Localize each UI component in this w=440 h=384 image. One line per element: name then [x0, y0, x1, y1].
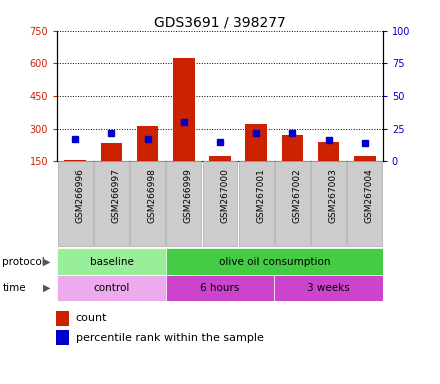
Bar: [56, 311, 69, 326]
Text: GSM266996: GSM266996: [75, 168, 84, 223]
Bar: [274, 275, 383, 301]
Bar: [166, 275, 274, 301]
Text: 6 hours: 6 hours: [200, 283, 240, 293]
FancyBboxPatch shape: [58, 161, 93, 246]
Title: GDS3691 / 398277: GDS3691 / 398277: [154, 16, 286, 30]
Text: GSM266999: GSM266999: [184, 168, 193, 223]
Text: GSM266997: GSM266997: [111, 168, 121, 223]
Bar: [57, 275, 166, 301]
Text: ▶: ▶: [43, 257, 51, 266]
FancyBboxPatch shape: [275, 161, 310, 246]
FancyBboxPatch shape: [203, 161, 237, 246]
Text: 3 weeks: 3 weeks: [307, 283, 350, 293]
Text: GSM267003: GSM267003: [329, 168, 337, 223]
Text: time: time: [2, 283, 26, 293]
FancyBboxPatch shape: [239, 161, 274, 246]
Bar: [56, 330, 69, 345]
Bar: [246, 124, 267, 161]
Text: protocol: protocol: [2, 257, 45, 266]
FancyBboxPatch shape: [311, 161, 346, 246]
Bar: [173, 58, 194, 161]
Bar: [166, 248, 383, 275]
Text: GSM267002: GSM267002: [292, 168, 301, 223]
Text: GSM267004: GSM267004: [365, 168, 374, 223]
Text: control: control: [93, 283, 130, 293]
Bar: [64, 159, 86, 161]
FancyBboxPatch shape: [94, 161, 129, 246]
Text: count: count: [76, 313, 107, 323]
Text: GSM267000: GSM267000: [220, 168, 229, 223]
Text: baseline: baseline: [89, 257, 133, 266]
Text: olive oil consumption: olive oil consumption: [219, 257, 330, 266]
Bar: [101, 144, 122, 161]
FancyBboxPatch shape: [347, 161, 382, 246]
Bar: [354, 157, 376, 161]
Bar: [137, 126, 158, 161]
Text: GSM267001: GSM267001: [256, 168, 265, 223]
Bar: [282, 135, 303, 161]
Bar: [318, 142, 339, 161]
Text: GSM266998: GSM266998: [148, 168, 157, 223]
FancyBboxPatch shape: [166, 161, 201, 246]
Bar: [57, 248, 166, 275]
Bar: [209, 157, 231, 161]
Text: ▶: ▶: [43, 283, 51, 293]
Text: percentile rank within the sample: percentile rank within the sample: [76, 333, 264, 343]
FancyBboxPatch shape: [130, 161, 165, 246]
